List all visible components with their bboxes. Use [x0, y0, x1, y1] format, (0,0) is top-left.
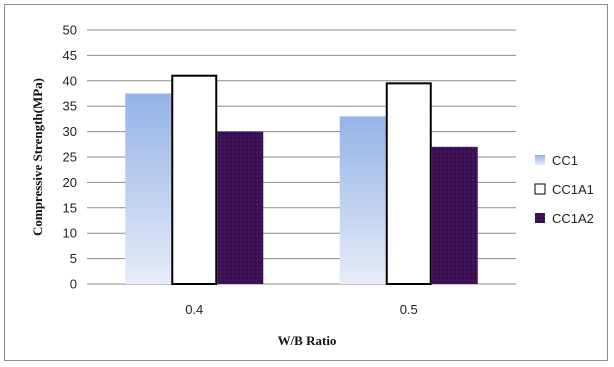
bar-cc1a1-0_4 — [171, 74, 218, 285]
y-tick-label: 45 — [63, 48, 77, 63]
legend-swatch-cc1 — [535, 155, 545, 165]
legend-swatch-cc1a1 — [534, 183, 546, 195]
bars — [125, 74, 478, 285]
y-tick-label: 15 — [63, 200, 77, 215]
legend: CC1 CC1A1 CC1A2 — [534, 153, 594, 226]
y-tick-label: 40 — [63, 73, 77, 88]
bar-cc1a2-0_4 — [217, 131, 264, 284]
y-tick-label: 10 — [63, 226, 77, 241]
legend-swatch-cc1a2 — [535, 213, 545, 223]
x-tick-label: 0.4 — [185, 302, 203, 317]
y-tick-label: 35 — [63, 99, 77, 114]
y-axis-title: Compressive Strength(MPa) — [30, 78, 45, 236]
bar-cc1-0_4 — [125, 93, 172, 284]
x-axis-title: W/B Ratio — [278, 333, 337, 348]
legend-label-cc1: CC1 — [552, 153, 578, 168]
bar-cc1a1-0_5 — [385, 82, 432, 285]
x-tick-label: 0.5 — [400, 302, 418, 317]
y-axis-ticks: 0 5 10 15 20 25 30 35 40 45 50 — [63, 23, 77, 292]
x-axis-ticks: 0.4 0.5 — [185, 302, 418, 317]
bar-cc1-0_5 — [339, 116, 386, 284]
bar-cc1a2-0_5 — [431, 146, 478, 284]
legend-label-cc1a2: CC1A2 — [552, 211, 594, 226]
y-tick-label: 25 — [63, 150, 77, 165]
y-tick-label: 50 — [63, 23, 77, 38]
y-tick-label: 5 — [70, 251, 77, 266]
y-tick-label: 0 — [70, 277, 77, 292]
y-tick-label: 20 — [63, 175, 77, 190]
y-tick-label: 30 — [63, 124, 77, 139]
legend-label-cc1a1: CC1A1 — [552, 182, 594, 197]
